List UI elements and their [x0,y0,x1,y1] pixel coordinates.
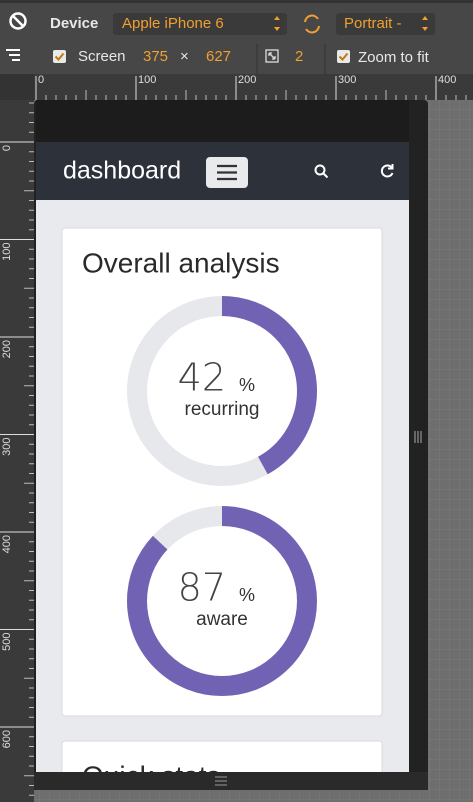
menu-button[interactable] [206,157,248,188]
ruler-label: 0 [38,74,44,86]
ruler-label: 0 [1,145,13,151]
select-arrows [274,16,280,31]
screen-width[interactable]: 375 [143,48,168,65]
ruler-label: 300 [1,438,13,456]
ruler-label: 600 [1,730,13,748]
orientation: Portrait - [344,15,402,32]
ruler-label: 300 [338,74,356,86]
ruler-label: 500 [1,633,13,651]
brand: dashboard [63,157,181,185]
resize-handle [215,776,227,786]
ruler-label: 400 [438,74,456,86]
zoom-label: Zoom to fit [358,49,430,66]
ruler-label: 100 [1,243,13,261]
card [61,740,383,772]
device-select[interactable] [113,13,287,35]
card-title: Quick stats [82,760,220,791]
pixel-ratio-icon [265,49,279,63]
ruler-label: 100 [138,74,156,86]
bottom-resize-bar[interactable] [34,772,428,790]
orientation-select[interactable] [336,13,435,35]
times-sign: × [180,48,189,65]
gauge-label: aware [196,609,248,630]
screen-height[interactable]: 627 [206,48,231,65]
status-bar [36,100,409,142]
gauge-arc [127,296,317,486]
media-query-icon[interactable] [6,49,20,61]
gauge-unit: % [239,585,255,605]
toolbar [0,0,473,74]
gauge-value: 87 [178,566,226,610]
ruler-corner [0,74,34,100]
device-label: Device [50,15,98,32]
ruler-label: 200 [1,340,13,358]
gauge-value: 42 [178,356,226,400]
screen-label: Screen [78,48,126,65]
divider [256,44,326,74]
gauge-unit: % [239,375,255,395]
search-icon[interactable] [314,164,329,179]
device-name: Apple iPhone 6 [122,15,224,32]
select-arrows [422,16,428,31]
rotate-icon[interactable] [304,14,320,34]
toolbar-edge [0,0,473,3]
refresh-icon[interactable] [380,164,394,178]
gauge-label: recurring [185,399,260,420]
screen-checkbox[interactable] [53,50,66,63]
pixel-ratio[interactable]: 2 [295,48,303,65]
ruler-label: 200 [238,74,256,86]
left-ruler [0,100,34,802]
card-title: Overall analysis [82,247,280,278]
disable-emulation-icon[interactable] [9,12,27,30]
zoom-checkbox[interactable] [337,50,350,63]
gauge-arc [127,506,317,696]
ruler-label: 400 [1,535,13,553]
right-resize-handle[interactable] [414,431,422,443]
